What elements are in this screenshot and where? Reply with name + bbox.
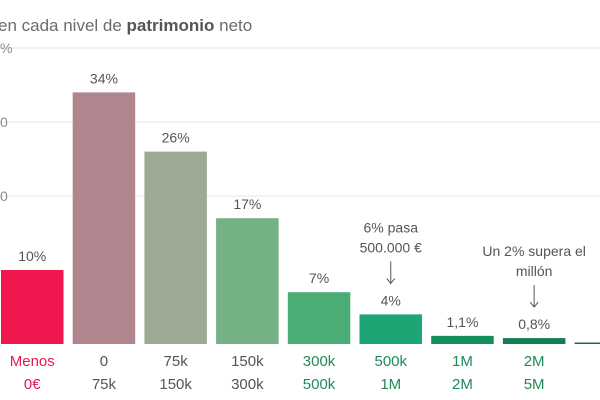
category-label-bottom: 1M — [380, 376, 401, 393]
category-label-bottom: 0€ — [24, 376, 41, 393]
annotation-arrowhead — [386, 278, 396, 285]
bar — [574, 342, 600, 344]
bar — [1, 270, 64, 344]
chart-title: en cada nivel de patrimonio neto — [0, 16, 252, 35]
category-label-top: 0 — [100, 353, 108, 370]
category-label-bottom: 150k — [159, 376, 192, 393]
annotation-text: Un 2% supera el — [482, 243, 586, 259]
category-label-top: 1M — [452, 353, 473, 370]
bar — [72, 92, 136, 345]
annotation-text: 500.000 € — [360, 239, 422, 255]
bar — [144, 151, 207, 344]
chart-title-prefix: en cada nivel de — [0, 16, 127, 35]
chart-title-suffix: neto — [214, 16, 252, 35]
bar-value-label: 0,8% — [518, 316, 550, 332]
bar — [216, 218, 279, 344]
bar-value-label: 34% — [90, 70, 118, 86]
y-tick-label: 0 — [0, 188, 8, 204]
category-label-bottom: 5M — [524, 376, 545, 393]
category-label-top: 2M — [524, 353, 545, 370]
chart-title-bold: patrimonio — [127, 16, 215, 35]
bar-value-label: 10% — [18, 248, 46, 264]
bar — [431, 335, 494, 344]
category-label-bottom: 300k — [231, 376, 264, 393]
category-label-bottom: 2M — [452, 376, 473, 393]
category-label-top: 500k — [374, 353, 407, 370]
bar-value-label: 7% — [309, 270, 329, 286]
bar-value-label: 17% — [233, 196, 261, 212]
y-tick-label: % — [0, 40, 12, 56]
bar — [287, 292, 351, 344]
annotation-arrowhead — [529, 301, 539, 308]
category-label-top: 75k — [164, 353, 189, 370]
annotation-text: 6% pasa — [364, 219, 419, 235]
bars: 10% Menos 0€ 34% 0 75k 26% 75k 150k 17% 150k 300k 7%… — [1, 70, 600, 393]
bar-value-label: 4% — [381, 292, 401, 308]
bar — [502, 338, 566, 344]
bar — [359, 314, 422, 344]
annotations: 6% pasa 500.000 € Un 2% supera el millón — [360, 219, 586, 308]
bar-value-label: 26% — [162, 130, 190, 146]
category-label-bottom: 75k — [92, 376, 117, 393]
category-label-top: Menos — [10, 353, 55, 370]
bar-value-label: 1,1% — [446, 314, 478, 330]
category-label-bottom: 500k — [303, 376, 336, 393]
y-tick-label: 0 — [0, 114, 8, 130]
category-label-top: 300k — [303, 353, 336, 370]
annotation-text: millón — [516, 263, 553, 279]
category-label-top: 150k — [231, 353, 264, 370]
